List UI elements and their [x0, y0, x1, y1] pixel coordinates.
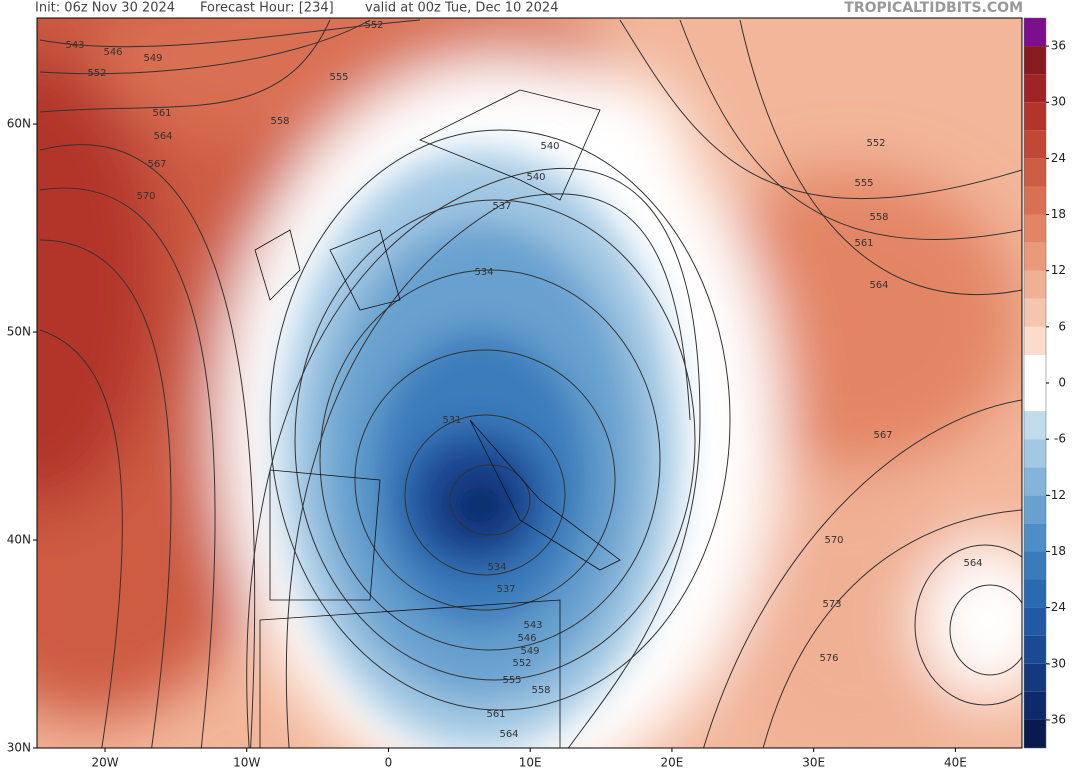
contour-label: 567: [873, 430, 892, 441]
colorbar-tick-label: -6: [1054, 432, 1066, 446]
x-tick-label: 10E: [519, 756, 542, 770]
colorbar-segment: [1024, 551, 1046, 580]
contour-label: 537: [492, 201, 511, 212]
colorbar-segment: [1024, 270, 1046, 299]
colorbar-segment: [1024, 635, 1046, 664]
valid-time: valid at 00z Tue, Dec 10 2024: [365, 1, 558, 16]
contour-label: 552: [364, 20, 383, 31]
contour-label: 540: [540, 141, 559, 152]
contour-label: 561: [854, 238, 873, 249]
colorbar-segment: [1024, 495, 1046, 524]
contour-label: 537: [496, 584, 515, 595]
contour-label: 564: [869, 280, 888, 291]
colorbar-segment: [1024, 411, 1046, 440]
colorbar-segment: [1024, 242, 1046, 271]
contour-label: 543: [523, 620, 542, 631]
contour-label: 576: [819, 653, 838, 664]
colorbar-segment: [1024, 719, 1046, 748]
contour-label: 564: [963, 558, 982, 569]
contour-label: 549: [520, 646, 539, 657]
brand: TROPICALTIDBITS.COM: [844, 0, 1023, 16]
contour-label: 549: [143, 53, 162, 64]
contour-label: 564: [153, 131, 172, 142]
contour-label: 567: [147, 159, 166, 170]
contour-label: 546: [103, 47, 122, 58]
forecast-hour: Forecast Hour: [234]: [200, 1, 334, 16]
contour-label: 555: [502, 675, 521, 686]
contour-label: 555: [854, 178, 873, 189]
x-tick-label: 20E: [661, 756, 684, 770]
colorbar-segment: [1024, 298, 1046, 327]
colorbar-tick-label: 12: [1051, 263, 1066, 277]
contour-label: 546: [517, 633, 536, 644]
map-frame: [36, 17, 1023, 749]
colorbar-segment: [1024, 439, 1046, 468]
contour-label: 558: [531, 685, 550, 696]
x-tick-label: 20W: [91, 756, 118, 770]
x-tick-label: 10W: [233, 756, 260, 770]
contour-label: 564: [499, 729, 518, 740]
colorbar-segment: [1024, 579, 1046, 608]
colorbar-segment: [1024, 607, 1046, 636]
colorbar-tick-label: 36: [1051, 39, 1066, 53]
colorbar-segment: [1024, 663, 1046, 692]
contour-label: 558: [270, 116, 289, 127]
contour-label: 558: [869, 212, 888, 223]
colorbar-tick-label: -12: [1046, 488, 1066, 502]
contour-label: 552: [512, 658, 531, 669]
contour-label: 531: [442, 415, 461, 426]
y-tick-label: 50N: [7, 325, 31, 339]
overlay: 20W 10W 0 10E 20E 30E 40E 60N 50N 40N 30N 543 546 549…: [7, 17, 1066, 770]
colorbar-tick-label: 30: [1051, 95, 1066, 109]
colorbar-segment: [1024, 467, 1046, 496]
contour-label: 552: [87, 68, 106, 79]
colorbar-segment: [1024, 354, 1046, 383]
x-tick-label: 30E: [802, 756, 825, 770]
colorbar-segment: [1024, 18, 1046, 47]
contour-label: 534: [487, 562, 506, 573]
colorbar-segment: [1024, 74, 1046, 103]
colorbar-segment: [1024, 158, 1046, 187]
x-tick-label: 0: [385, 756, 393, 770]
y-tick-label: 40N: [7, 533, 31, 547]
colorbar-segment: [1024, 326, 1046, 355]
colorbar-segment: [1024, 383, 1046, 412]
height-contours: [39, 19, 1022, 748]
contour-label: 561: [152, 108, 171, 119]
contour-label: 570: [824, 535, 843, 546]
colorbar-tick-label: -18: [1046, 544, 1066, 558]
contour-label: 573: [822, 599, 841, 610]
colorbar-tick-label: 6: [1058, 319, 1066, 333]
colorbar-segment: [1024, 523, 1046, 552]
init-time: Init: 06z Nov 30 2024: [35, 1, 175, 16]
colorbar-tick-label: 18: [1051, 207, 1066, 221]
colorbar-segment: [1024, 46, 1046, 75]
contour-label: 570: [136, 191, 155, 202]
coastlines: [254, 89, 621, 748]
colorbar-tick-label: -30: [1046, 656, 1066, 670]
y-tick-label: 30N: [7, 741, 31, 755]
contour-label: 552: [866, 138, 885, 149]
colorbar-segment: [1024, 186, 1046, 215]
contour-label: 561: [486, 709, 505, 720]
colorbar-tick-label: 0: [1058, 376, 1066, 390]
colorbar-segment: [1024, 691, 1046, 720]
negative-anomaly: [280, 150, 680, 748]
colorbar-segment: [1024, 130, 1046, 159]
colorbar-segment: [1024, 214, 1046, 243]
contour-label: 543: [65, 40, 84, 51]
y-tick-label: 60N: [7, 117, 31, 131]
contour-label: 534: [474, 267, 493, 278]
colorbar-segment: [1024, 102, 1046, 131]
colorbar-tick-label: -36: [1046, 712, 1066, 726]
contour-label: 555: [329, 72, 348, 83]
x-tick-label: 40E: [944, 756, 967, 770]
colorbar-tick-label: -24: [1046, 600, 1066, 614]
contour-label: 540: [526, 172, 545, 183]
colorbar-tick-label: 24: [1051, 151, 1066, 165]
